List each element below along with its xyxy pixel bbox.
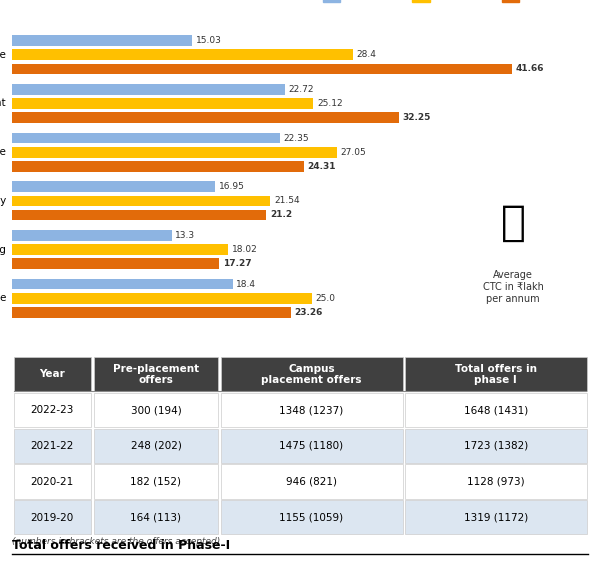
Text: Consulting: Consulting [0,244,6,254]
Bar [12,307,291,318]
Bar [12,230,172,241]
Bar [12,161,304,172]
FancyBboxPatch shape [406,357,587,391]
FancyBboxPatch shape [14,465,91,499]
FancyBboxPatch shape [412,0,430,2]
Text: Engineering and Technology: Engineering and Technology [0,196,6,206]
Text: 2021-22: 2021-22 [31,441,74,451]
FancyBboxPatch shape [406,501,587,535]
Text: 182 (152): 182 (152) [131,477,182,487]
FancyBboxPatch shape [502,0,519,2]
Text: 25.0: 25.0 [316,294,335,303]
Bar [12,35,193,46]
Text: 13.3: 13.3 [175,231,196,240]
Bar [12,112,399,123]
Bar [12,293,312,303]
Bar [12,98,313,109]
Text: 2020-21: 2020-21 [31,477,74,487]
Text: Total offers in
phase I: Total offers in phase I [455,364,537,385]
FancyBboxPatch shape [94,465,218,499]
Bar [12,147,337,158]
Text: 18.02: 18.02 [232,245,257,254]
Text: 22.35: 22.35 [284,134,310,143]
Bar [12,195,271,206]
Text: 2019-20: 2019-20 [31,513,74,523]
Text: 1319 (1172): 1319 (1172) [464,513,528,523]
Text: 1348 (1237): 1348 (1237) [280,405,344,415]
Text: 15.03: 15.03 [196,36,222,45]
FancyBboxPatch shape [406,465,587,499]
Text: Average
CTC in ₹lakh
per annum: Average CTC in ₹lakh per annum [482,271,544,303]
Text: Year: Year [40,369,65,379]
Text: 25.12: 25.12 [317,99,343,108]
Text: 1723 (1382): 1723 (1382) [464,441,528,451]
Text: 300 (194): 300 (194) [131,405,181,415]
FancyBboxPatch shape [14,429,91,463]
Text: 1128 (973): 1128 (973) [467,477,524,487]
FancyBboxPatch shape [221,501,403,535]
Text: 22.72: 22.72 [288,85,314,94]
FancyBboxPatch shape [406,429,587,463]
Bar [12,49,353,60]
Text: Total offers received in Phase-I: Total offers received in Phase-I [12,539,230,552]
Text: 28.4: 28.4 [356,50,376,60]
FancyBboxPatch shape [323,0,340,2]
Text: 41.66: 41.66 [515,64,544,73]
FancyBboxPatch shape [94,429,218,463]
Text: 21.2: 21.2 [270,210,292,220]
FancyBboxPatch shape [221,357,403,391]
Text: 17.27: 17.27 [223,259,251,268]
Text: Finance: Finance [0,50,6,60]
FancyBboxPatch shape [14,357,91,391]
FancyBboxPatch shape [94,357,218,391]
Text: 16.95: 16.95 [219,182,245,191]
Bar [12,133,280,143]
Bar [12,64,512,74]
Text: 24.31: 24.31 [307,162,336,171]
Text: Research and development: Research and development [0,98,6,109]
Text: Pre-placement
offers: Pre-placement offers [113,364,199,385]
Bar [12,244,228,255]
Text: 18.4: 18.4 [236,280,256,288]
Text: 23.26: 23.26 [295,308,323,317]
Text: 1648 (1431): 1648 (1431) [464,405,528,415]
Text: 27.05: 27.05 [340,147,366,157]
Bar [12,84,284,95]
Bar [12,258,219,269]
Text: 2022-23: 2022-23 [31,405,74,415]
Text: 1155 (1059): 1155 (1059) [280,513,344,523]
Text: Overall average: Overall average [0,293,6,303]
FancyBboxPatch shape [94,393,218,427]
Text: 1475 (1180): 1475 (1180) [280,441,344,451]
Text: 946 (821): 946 (821) [286,477,337,487]
FancyBboxPatch shape [94,501,218,535]
Text: 32.25: 32.25 [403,113,431,122]
Text: 248 (202): 248 (202) [131,441,181,451]
Bar [12,279,233,290]
FancyBboxPatch shape [221,429,403,463]
Text: 21.54: 21.54 [274,197,300,205]
Bar [12,181,215,192]
FancyBboxPatch shape [221,393,403,427]
FancyBboxPatch shape [406,393,587,427]
Text: 🎓: 🎓 [500,202,526,243]
Bar [12,210,266,220]
FancyBboxPatch shape [14,501,91,535]
FancyBboxPatch shape [221,465,403,499]
FancyBboxPatch shape [14,393,91,427]
Text: 164 (113): 164 (113) [131,513,182,523]
Text: IT/Software: IT/Software [0,147,6,157]
Text: Campus
placement offers: Campus placement offers [261,364,362,385]
Text: (numbers in brackets are the offers accepted): (numbers in brackets are the offers acce… [12,538,220,546]
